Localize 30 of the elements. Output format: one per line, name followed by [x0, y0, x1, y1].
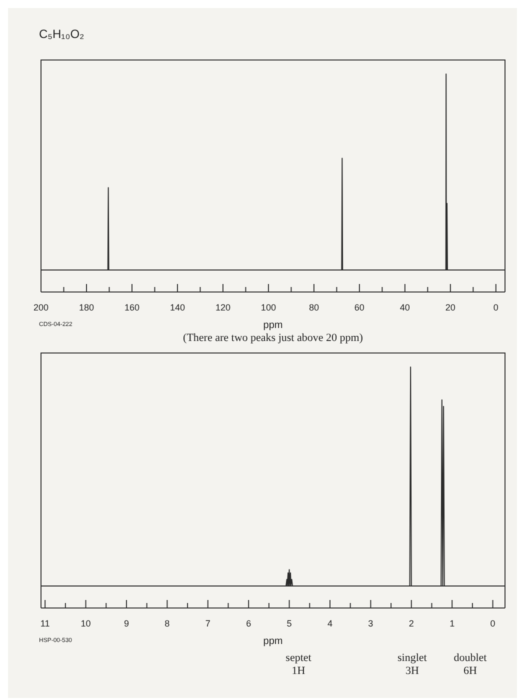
x-tick-label: 100 [260, 302, 276, 312]
x-axis-title: ppm [263, 636, 283, 647]
x-tick-label: 6 [246, 618, 252, 628]
x-tick-label: 7 [205, 618, 210, 628]
x-tick-label: 3 [368, 618, 374, 628]
x-tick-label: 180 [78, 302, 94, 312]
text: singlet 3H [398, 652, 427, 677]
x-tick-label: 0 [490, 618, 496, 628]
x-axis-title: ppm [263, 320, 283, 331]
x-tick-label: 1 [450, 618, 455, 628]
x-tick-label: 11 [40, 618, 50, 628]
x-tick-label: 20 [445, 302, 456, 312]
x-tick-label: 2 [408, 618, 414, 628]
text: septet 1H [286, 652, 312, 677]
x-tick-label: 8 [164, 618, 170, 628]
x-tick-label: 0 [493, 302, 498, 312]
x-tick-label: 9 [124, 618, 129, 628]
text: (There are two peaks just above 20 ppm) [183, 332, 364, 344]
x-tick-label: 140 [170, 302, 185, 312]
text: doublet 6H [454, 652, 487, 677]
x-tick-label: 200 [33, 302, 49, 312]
x-tick-label: 60 [354, 302, 364, 312]
chart-title: C₅H₁₀O₂ [39, 27, 85, 41]
x-tick-label: 5 [286, 618, 292, 628]
x-tick-label: 40 [400, 302, 410, 312]
x-tick-label: 120 [215, 302, 230, 312]
x-tick-label: 160 [124, 302, 140, 312]
x-tick-label: 4 [327, 618, 332, 628]
x-tick-label: 80 [308, 302, 319, 312]
x-tick-label: 10 [80, 618, 91, 628]
